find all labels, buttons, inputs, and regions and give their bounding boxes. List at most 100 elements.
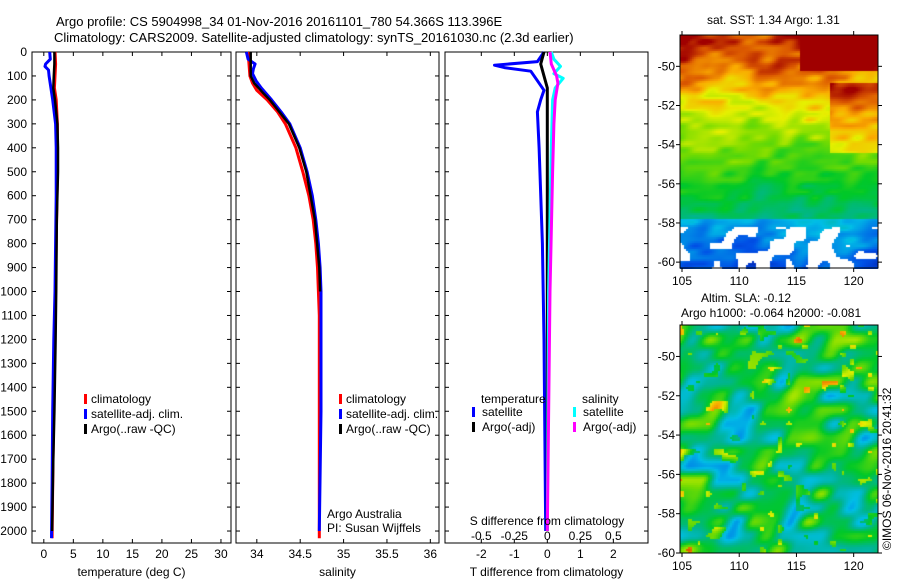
legend-label: Argo(-adj) xyxy=(482,420,535,434)
lon-tick-label: 105 xyxy=(672,559,692,573)
x-tick-label: 0 xyxy=(544,547,551,561)
x-tick-label: 2 xyxy=(610,547,617,561)
lat-tick-label: -54 xyxy=(658,428,676,442)
y-tick-label: 300 xyxy=(7,117,27,131)
series-line-satellite-adj-clim- xyxy=(43,51,58,539)
legend-swatch xyxy=(472,407,475,417)
x-tick-label: -2 xyxy=(476,547,487,561)
y-tick-label: 900 xyxy=(7,261,27,275)
x-tick-label: 5 xyxy=(70,547,77,561)
x-tick-label: 15 xyxy=(126,547,140,561)
lon-tick-label: 115 xyxy=(787,274,806,288)
y-tick-label: 600 xyxy=(7,189,27,203)
y-tick-label: 1500 xyxy=(0,404,27,418)
legend-title-temperature: temperature xyxy=(481,392,546,406)
title-line-2: Climatology: CARS2009. Satellite-adjuste… xyxy=(54,30,574,45)
s-tick-label: -0.25 xyxy=(501,529,529,543)
plot-frame xyxy=(444,51,649,544)
lon-tick-label: 120 xyxy=(844,274,864,288)
lat-tick-label: -52 xyxy=(658,98,676,112)
lon-tick-label: 110 xyxy=(730,559,749,573)
legend-swatch xyxy=(573,407,576,417)
x-tick-label: 30 xyxy=(214,547,228,561)
s-axis-label: S difference from climatology xyxy=(470,514,625,528)
series-line-t-argo-adj- xyxy=(539,51,549,531)
lon-tick-label: 110 xyxy=(730,274,749,288)
y-tick-label: 1300 xyxy=(0,356,27,370)
legend-title-salinity: salinity xyxy=(582,392,619,406)
annotation-text: Argo Australia xyxy=(327,507,402,521)
legend-swatch xyxy=(339,424,342,434)
lon-tick-label: 115 xyxy=(787,559,806,573)
sst-map-title: sat. SST: 1.34 Argo: 1.31 xyxy=(707,13,840,27)
legend-swatch xyxy=(84,394,87,404)
x-axis-label: salinity xyxy=(319,565,356,579)
y-tick-label: 1800 xyxy=(0,476,27,490)
legend-label: satellite xyxy=(583,405,624,419)
s-tick-label: 0.5 xyxy=(605,529,622,543)
lat-tick-label: -50 xyxy=(658,59,676,73)
title-line-1: Argo profile: CS 5904998_34 01-Nov-2016 … xyxy=(56,14,503,29)
sla-map-title-1: Altim. SLA: -0.12 xyxy=(701,291,792,305)
sla-map xyxy=(680,325,878,553)
lat-tick-label: -50 xyxy=(658,349,676,363)
sla-map-title-2: Argo h1000: -0.064 h2000: -0.081 xyxy=(681,306,862,320)
lon-tick-label: 120 xyxy=(844,559,864,573)
legend-label: satellite-adj. clim. xyxy=(91,407,183,421)
plot-frame xyxy=(235,51,440,544)
x-tick-label: 25 xyxy=(185,547,199,561)
y-tick-label: 700 xyxy=(7,213,27,227)
y-tick-label: 400 xyxy=(7,141,27,155)
y-tick-label: 1600 xyxy=(0,428,27,442)
x-tick-label: 20 xyxy=(155,547,169,561)
imos-credit: ©IMOS 06-Nov-2016 20:41:32 xyxy=(880,387,894,550)
x-tick-label: 36 xyxy=(424,547,438,561)
series-line-s-argo-adj- xyxy=(545,51,560,532)
y-tick-label: 1700 xyxy=(0,452,27,466)
y-tick-label: 800 xyxy=(7,237,27,251)
y-tick-label: 1000 xyxy=(0,285,27,299)
y-tick-label: 2000 xyxy=(0,524,27,538)
x-axis-label: T difference from climatology xyxy=(470,565,624,579)
legend-label: satellite-adj. clim. xyxy=(346,407,438,421)
annotation-text: PI: Susan Wijffels xyxy=(327,521,421,535)
map-frame xyxy=(679,324,879,554)
legend-swatch xyxy=(339,394,342,404)
legend-swatch xyxy=(339,409,342,419)
legend-label: satellite xyxy=(482,405,523,419)
lat-tick-label: -56 xyxy=(658,467,676,481)
series-line-argo-raw-qc- xyxy=(249,52,322,292)
lat-tick-label: -52 xyxy=(658,389,676,403)
legend-swatch xyxy=(84,409,87,419)
sst-map xyxy=(680,35,878,269)
lat-tick-label: -56 xyxy=(658,177,676,191)
x-tick-label: 35 xyxy=(337,547,351,561)
series-line-argo-raw-qc- xyxy=(50,52,60,532)
x-tick-label: 1 xyxy=(577,547,584,561)
legend-label: Argo(..raw -QC) xyxy=(91,422,176,436)
lat-tick-label: -58 xyxy=(658,507,676,521)
y-tick-label: 0 xyxy=(20,45,27,59)
x-tick-label: 10 xyxy=(96,547,110,561)
x-axis-label: temperature (deg C) xyxy=(77,565,185,579)
legend-label: climatology xyxy=(346,392,406,406)
s-tick-label: -0.5 xyxy=(471,529,492,543)
y-tick-label: 200 xyxy=(7,93,27,107)
plot-frame xyxy=(31,51,232,544)
s-tick-label: 0.25 xyxy=(569,529,593,543)
y-tick-label: 500 xyxy=(7,165,27,179)
lat-tick-label: -54 xyxy=(658,138,676,152)
x-tick-label: 0 xyxy=(40,547,47,561)
x-tick-label: 34.5 xyxy=(289,547,313,561)
y-tick-label: 1100 xyxy=(1,308,27,322)
x-tick-label: 34 xyxy=(250,547,264,561)
legend-swatch xyxy=(84,424,87,434)
series-line-climatology xyxy=(246,51,321,539)
legend-label: Argo(..raw -QC) xyxy=(346,422,431,436)
y-tick-label: 1400 xyxy=(0,380,27,394)
legend-swatch xyxy=(472,422,475,432)
lat-tick-label: -60 xyxy=(658,255,676,269)
legend-label: Argo(-adj) xyxy=(583,420,636,434)
